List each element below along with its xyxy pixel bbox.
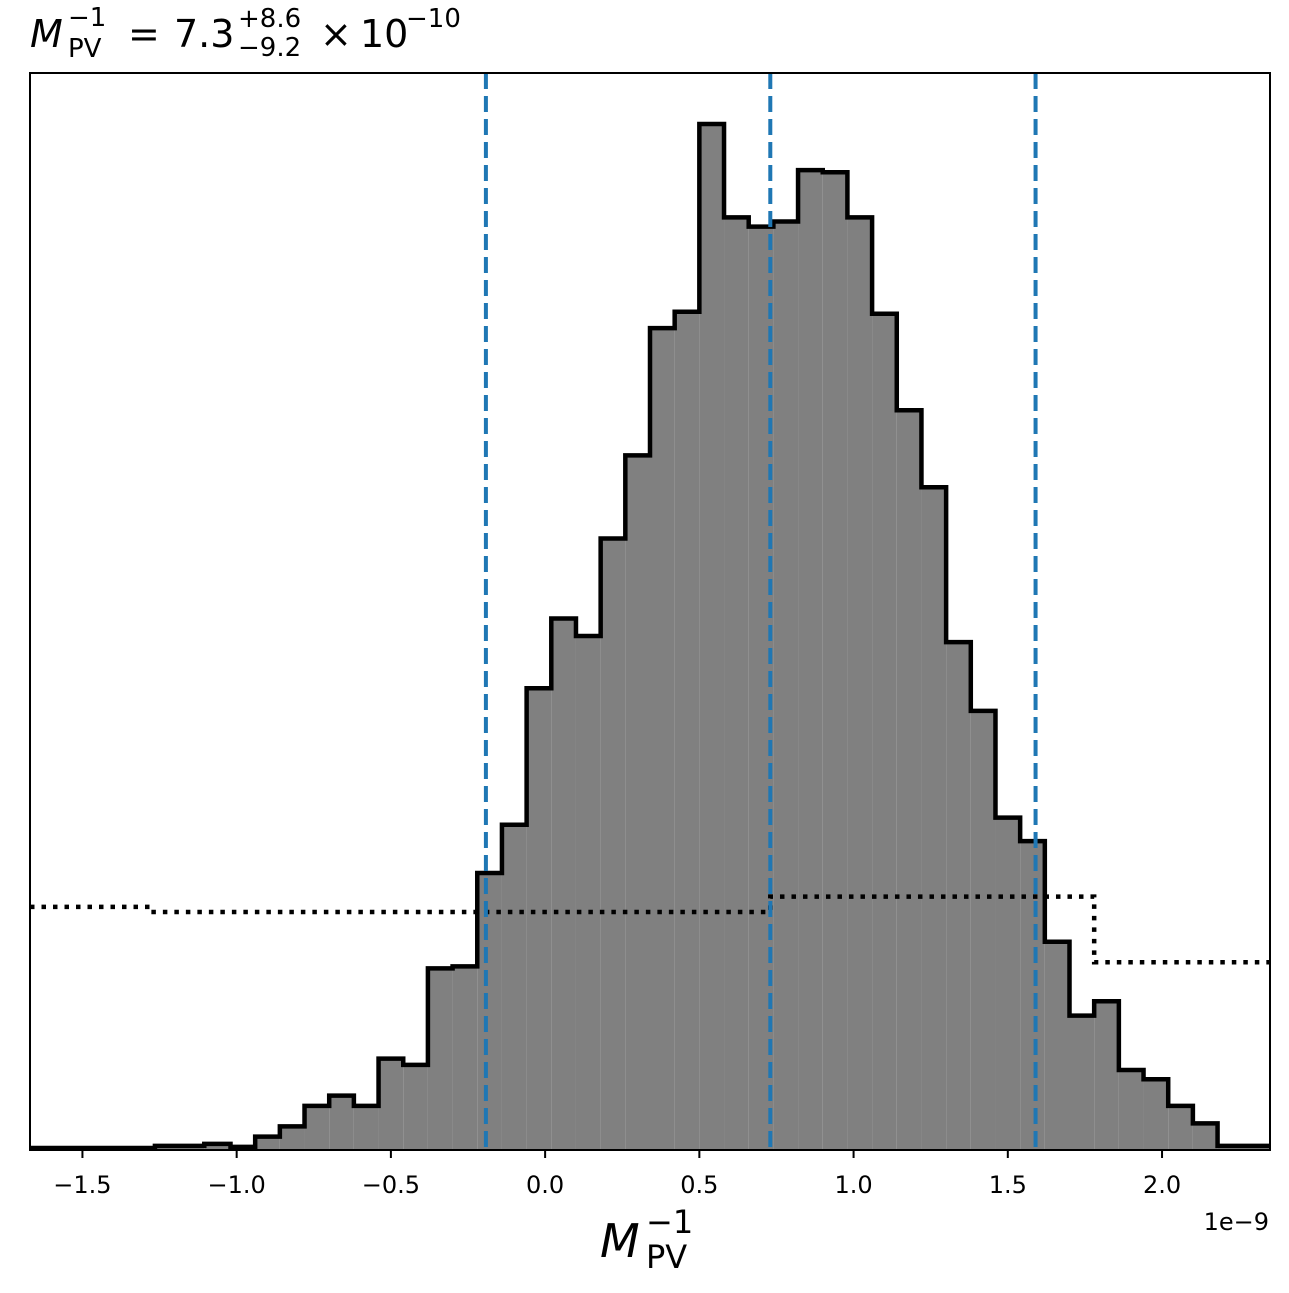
posterior-bar bbox=[1168, 1105, 1193, 1150]
x-tick-label: 0.0 bbox=[526, 1171, 564, 1199]
quantile-lines bbox=[483, 73, 1038, 1150]
chart-title: M bbox=[30, 12, 63, 56]
chart-title-times: × bbox=[320, 12, 352, 56]
posterior-bar bbox=[501, 824, 527, 1150]
posterior-bar bbox=[378, 1058, 404, 1150]
x-axis-label-sub: PV bbox=[646, 1238, 687, 1276]
posterior-bar bbox=[304, 1105, 330, 1150]
posterior-bar bbox=[1118, 1069, 1144, 1150]
posterior-bar bbox=[674, 311, 700, 1150]
x-tick-label: 2.0 bbox=[1143, 1171, 1181, 1199]
posterior-bar bbox=[600, 538, 626, 1150]
x-tick-label: 1.5 bbox=[989, 1171, 1027, 1199]
posterior-bar bbox=[353, 1105, 379, 1150]
chart-title-err-minus: −9.2 bbox=[238, 33, 301, 63]
posterior-bar bbox=[896, 410, 922, 1150]
chart-title-equals: = bbox=[128, 12, 160, 56]
posterior-bar bbox=[329, 1095, 354, 1150]
x-tick-label: −0.5 bbox=[362, 1171, 420, 1199]
prior-histogram bbox=[30, 894, 1270, 965]
posterior-bar bbox=[921, 487, 947, 1151]
prior-outline bbox=[30, 894, 1270, 965]
posterior-bar bbox=[403, 1064, 428, 1150]
x-tick-label: 1.0 bbox=[834, 1171, 872, 1199]
posterior-bar bbox=[650, 328, 675, 1150]
posterior-bar bbox=[1069, 1015, 1095, 1150]
posterior-bar bbox=[699, 124, 725, 1150]
posterior-bar bbox=[872, 313, 897, 1150]
posterior-bar bbox=[798, 170, 823, 1151]
posterior-bar bbox=[625, 455, 650, 1150]
posterior-bar bbox=[279, 1126, 305, 1150]
posterior-bar bbox=[526, 688, 552, 1150]
x-tick-label: −1.5 bbox=[53, 1171, 111, 1199]
posterior-bar bbox=[452, 966, 478, 1150]
chart-title-symbol-sub: PV bbox=[68, 34, 102, 64]
chart-title-symbol-sup: −1 bbox=[68, 3, 106, 33]
posterior-bar bbox=[1020, 841, 1045, 1150]
x-ticks: −1.5 −1.0 −0.5 0.0 0.5 1.0 1.5 2.0 bbox=[53, 1150, 1181, 1199]
axes-frame bbox=[29, 72, 1271, 1151]
posterior-bar bbox=[1094, 1001, 1119, 1150]
x-axis-label-symbol: M bbox=[600, 1214, 640, 1268]
posterior-bar bbox=[847, 217, 873, 1151]
posterior-bar bbox=[724, 217, 749, 1151]
chart-title-err-plus: +8.6 bbox=[238, 4, 301, 34]
posterior-bar bbox=[204, 1143, 231, 1150]
posterior-bar bbox=[995, 817, 1021, 1150]
posterior-bar bbox=[477, 872, 502, 1150]
posterior-bar bbox=[427, 968, 453, 1150]
posterior-bar bbox=[748, 226, 774, 1151]
posterior-bar bbox=[575, 635, 601, 1150]
chart-title-mantissa: 10 bbox=[360, 12, 408, 56]
posterior-bar bbox=[773, 221, 799, 1151]
chart-title-exponent: −10 bbox=[406, 4, 461, 34]
posterior-bar bbox=[1192, 1123, 1218, 1150]
posterior-histogram bbox=[30, 121, 1270, 1151]
x-tick-label: 0.5 bbox=[680, 1171, 718, 1199]
posterior-bar bbox=[822, 172, 848, 1151]
posterior-bar bbox=[1044, 941, 1070, 1150]
posterior-bar bbox=[255, 1136, 280, 1150]
posterior-bar bbox=[970, 710, 996, 1150]
x-axis-label-sup: −1 bbox=[646, 1203, 693, 1241]
x-offset-label: 1e−9 bbox=[1204, 1208, 1269, 1236]
x-tick-label: −1.0 bbox=[208, 1171, 266, 1199]
chart-title-value: 7.3 bbox=[174, 12, 234, 56]
posterior-bar bbox=[551, 618, 576, 1150]
posterior-bar bbox=[1143, 1079, 1169, 1150]
posterior-outline bbox=[30, 121, 1270, 1151]
